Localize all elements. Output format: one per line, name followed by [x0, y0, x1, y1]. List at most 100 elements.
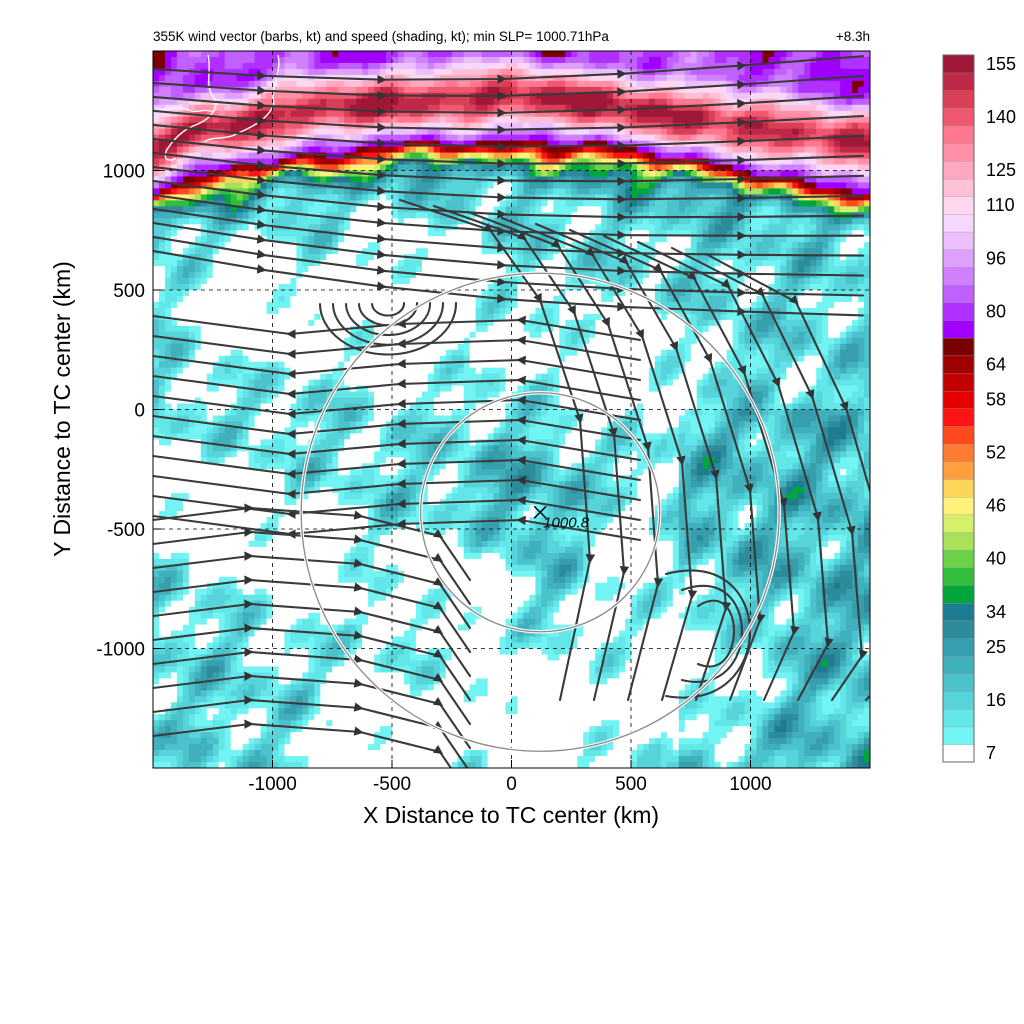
- y-tick-label: -500: [107, 520, 145, 541]
- colorbar-box: [942, 602, 975, 622]
- streamline: [153, 454, 642, 482]
- colorbar-label: 7: [986, 743, 996, 763]
- center-marker: 1000.8: [533, 505, 590, 531]
- streamline: [153, 695, 469, 768]
- colorbar-box: [942, 638, 975, 657]
- colorbar-box: [942, 514, 975, 533]
- colorbar-box: [942, 426, 975, 445]
- colorbar-box: [942, 479, 975, 498]
- colorbar-label: 64: [986, 354, 1006, 374]
- colorbar-box: [942, 496, 975, 516]
- colorbar-box: [942, 567, 975, 586]
- streamline: [153, 55, 865, 85]
- colorbar-box: [942, 196, 975, 215]
- streamline: [664, 569, 751, 699]
- colorbar-label: 52: [986, 443, 1006, 463]
- x-axis-label: X Distance to TC center (km): [363, 802, 659, 828]
- colorbar-box: [942, 231, 975, 250]
- radius-circle: [300, 272, 780, 752]
- colorbar-label: 140: [986, 107, 1016, 127]
- colorbar-box: [942, 284, 975, 303]
- streamline: [153, 109, 865, 135]
- colorbar-label: 155: [986, 54, 1016, 74]
- x-axis-ticks: -1000 -500 0 500 1000: [248, 760, 772, 795]
- colorbar-box: [942, 549, 975, 569]
- streamline: [153, 95, 865, 118]
- x-tick-label: -1000: [248, 774, 297, 795]
- colorbar-box: [942, 408, 975, 427]
- streamline: [153, 551, 472, 630]
- colorbar-box: [942, 125, 975, 144]
- colorbar-label: 40: [986, 549, 1006, 569]
- streamline: [344, 301, 432, 337]
- colorbar-box: [942, 178, 975, 197]
- colorbar-box: [942, 673, 975, 692]
- streamline: [153, 623, 472, 702]
- colorbar-labels: 7 16 25 34 40 46 52 58 64 80 96 110 125 140 155: [986, 54, 1016, 763]
- colorbar-box: [942, 143, 975, 162]
- streamline: [331, 301, 445, 346]
- y-tick-label: 0: [134, 401, 145, 422]
- streamline: [153, 75, 865, 101]
- colorbar-box: [942, 302, 975, 321]
- colorbar-box: [942, 691, 975, 710]
- y-axis-ticks: 1000 500 0 -500 -1000: [96, 162, 161, 661]
- colorbar-label: 34: [986, 602, 1006, 622]
- streamline: [153, 394, 642, 422]
- streamline: [153, 719, 453, 768]
- y-axis-label: Y Distance to TC center (km): [49, 261, 75, 557]
- colorbar-label: 96: [986, 248, 1006, 268]
- x-tick-label: 0: [506, 774, 517, 795]
- streamline: [696, 599, 735, 668]
- streamline: [153, 527, 472, 606]
- y-tick-label: 500: [113, 281, 145, 302]
- colorbar-box: [942, 160, 975, 180]
- colorbar-box: [942, 266, 975, 286]
- colorbar-label: 16: [986, 690, 1006, 710]
- colorbar-label: 80: [986, 301, 1006, 321]
- streamline: [153, 599, 472, 678]
- colorbar-box: [942, 620, 975, 639]
- colorbar-box: [942, 461, 975, 480]
- streamline: [704, 252, 870, 702]
- colorbar-box: [942, 443, 975, 463]
- colorbar-box: [942, 372, 975, 392]
- streamline: [153, 414, 642, 442]
- colorbar-box: [942, 90, 975, 109]
- colorbar-box: [942, 319, 975, 339]
- colorbar-boxes: [942, 54, 975, 763]
- streamline: [153, 647, 472, 726]
- streamline: [153, 354, 642, 382]
- x-tick-label: -500: [373, 774, 411, 795]
- colorbar-frame: [942, 54, 975, 763]
- x-tick-label: 500: [615, 774, 647, 795]
- colorbar-box: [942, 213, 975, 233]
- colorbar-box: [942, 54, 975, 74]
- time-label: +8.3h: [836, 29, 870, 44]
- colorbar-box: [942, 655, 975, 675]
- colorbar-label: 110: [986, 195, 1015, 215]
- y-tick-label: 1000: [103, 162, 145, 183]
- colorbar-box: [942, 355, 975, 374]
- colorbar-label: 125: [986, 160, 1016, 180]
- colorbar-box: [942, 337, 975, 356]
- streamline: [153, 671, 472, 750]
- colorbar-box: [942, 708, 975, 728]
- streamline: [153, 434, 642, 462]
- streamline: [370, 301, 406, 317]
- radius-circles: [299, 271, 781, 754]
- x-tick-label: 1000: [729, 774, 771, 795]
- colorbar: 7 16 25 34 40 46 52 58 64 80 96 110 125 140 155: [942, 54, 1016, 763]
- colorbar-box: [942, 585, 975, 604]
- colorbar-box: [942, 107, 975, 127]
- colorbar-label: 25: [986, 637, 1006, 657]
- y-tick-label: -1000: [96, 640, 145, 661]
- colorbar-box: [942, 72, 975, 91]
- streamline: [153, 374, 642, 402]
- streamline: [318, 301, 458, 356]
- streamline: [153, 474, 642, 502]
- streamline: [153, 575, 472, 654]
- colorbar-box: [942, 744, 975, 763]
- streamline: [153, 503, 472, 582]
